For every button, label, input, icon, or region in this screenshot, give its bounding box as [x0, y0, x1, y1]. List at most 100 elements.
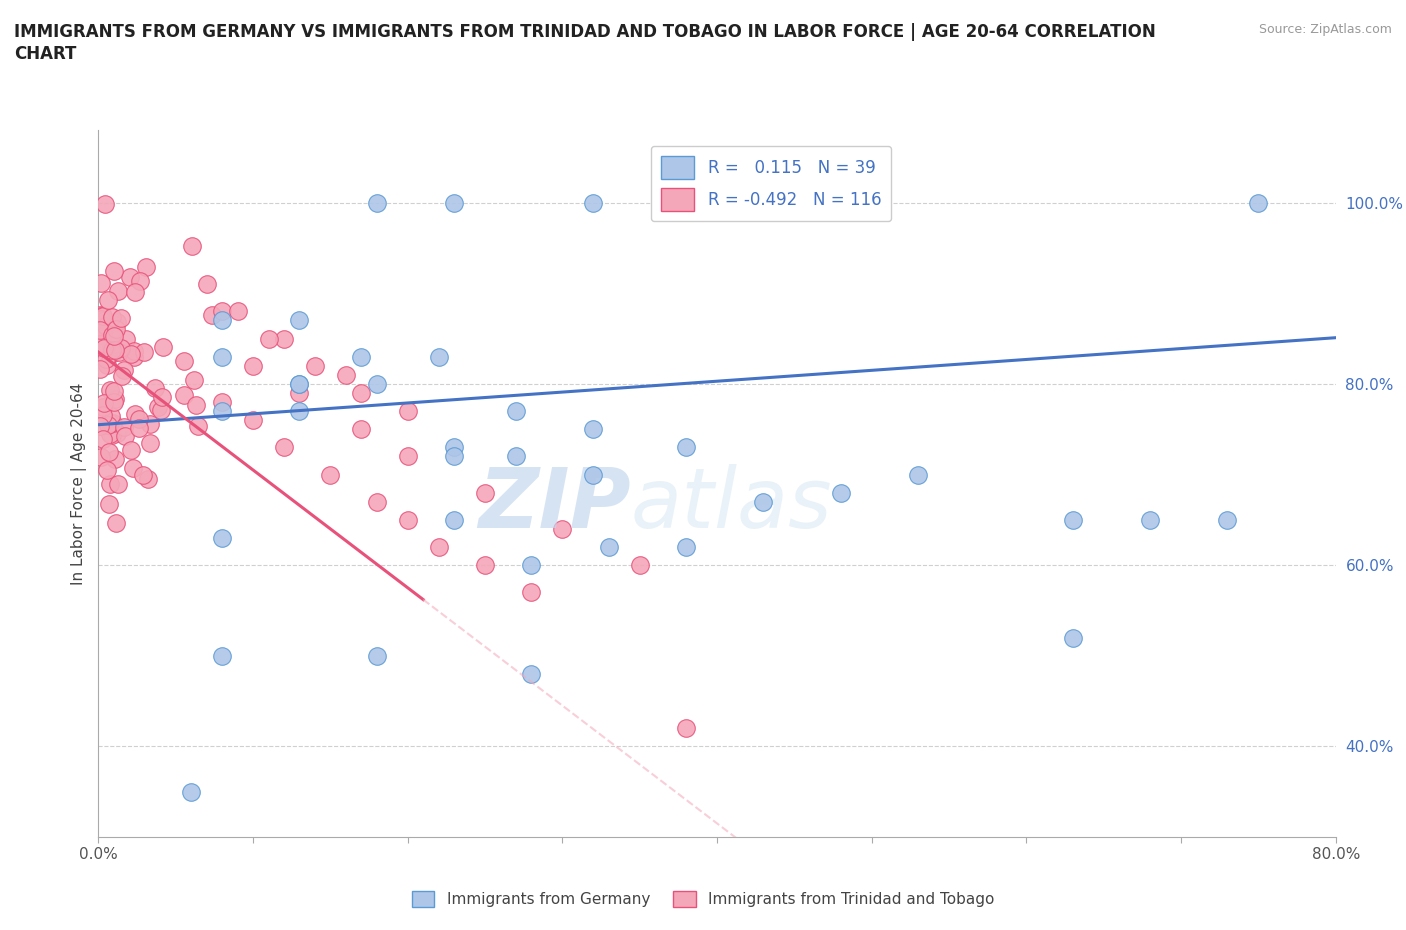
Point	[104, 452, 127, 467]
Point	[1062, 631, 1084, 645]
Point	[122, 460, 145, 475]
Point	[100, 339, 122, 353]
Point	[211, 304, 233, 319]
Text: IMMIGRANTS FROM GERMANY VS IMMIGRANTS FROM TRINIDAD AND TOBAGO IN LABOR FORCE | : IMMIGRANTS FROM GERMANY VS IMMIGRANTS FR…	[14, 23, 1156, 41]
Point	[101, 342, 124, 357]
Point	[211, 313, 233, 328]
Point	[124, 285, 146, 299]
Point	[124, 406, 146, 421]
Point	[97, 293, 120, 308]
Point	[93, 197, 115, 212]
Point	[128, 420, 150, 435]
Point	[173, 354, 195, 369]
Point	[98, 416, 121, 431]
Point	[180, 239, 202, 254]
Point	[211, 404, 233, 418]
Point	[93, 400, 115, 415]
Point	[675, 539, 697, 554]
Point	[98, 445, 121, 459]
Point	[582, 195, 605, 210]
Point	[350, 350, 373, 365]
Point	[104, 342, 127, 357]
Point	[350, 422, 373, 437]
Point	[211, 350, 233, 365]
Point	[183, 372, 205, 387]
Point	[582, 467, 605, 482]
Point	[104, 392, 127, 406]
Point	[90, 275, 112, 290]
Point	[101, 328, 124, 343]
Point	[138, 472, 160, 486]
Point	[304, 358, 326, 373]
Point	[319, 467, 342, 482]
Point	[242, 358, 264, 373]
Point	[173, 388, 195, 403]
Text: CHART: CHART	[14, 45, 76, 62]
Point	[112, 363, 135, 378]
Point	[288, 386, 311, 401]
Point	[335, 367, 357, 382]
Point	[551, 522, 574, 537]
Point	[108, 345, 131, 360]
Point	[97, 418, 120, 432]
Point	[350, 386, 373, 401]
Point	[105, 426, 128, 441]
Point	[97, 497, 120, 512]
Point	[396, 512, 419, 527]
Point	[111, 369, 134, 384]
Point	[211, 530, 233, 545]
Point	[96, 357, 118, 372]
Point	[505, 449, 527, 464]
Legend: R =   0.115   N = 39, R = -0.492   N = 116: R = 0.115 N = 39, R = -0.492 N = 116	[651, 146, 891, 221]
Point	[907, 467, 929, 482]
Point	[110, 311, 132, 325]
Point	[128, 273, 150, 288]
Point	[288, 313, 311, 328]
Point	[520, 667, 543, 682]
Point	[150, 390, 173, 405]
Point	[288, 377, 311, 392]
Point	[1216, 512, 1239, 527]
Point	[101, 346, 124, 361]
Point	[474, 485, 496, 500]
Point	[273, 331, 295, 346]
Point	[89, 308, 111, 323]
Point	[93, 327, 115, 342]
Point	[96, 352, 118, 366]
Point	[474, 558, 496, 573]
Point	[103, 394, 125, 409]
Point	[195, 277, 218, 292]
Point	[1247, 195, 1270, 210]
Point	[273, 440, 295, 455]
Point	[598, 539, 620, 554]
Point	[132, 468, 155, 483]
Point	[93, 395, 115, 410]
Point	[427, 539, 450, 554]
Point	[122, 350, 145, 365]
Point	[366, 494, 388, 509]
Point	[101, 310, 124, 325]
Point	[139, 436, 162, 451]
Point	[100, 408, 122, 423]
Point	[128, 411, 150, 426]
Point	[752, 494, 775, 509]
Point	[366, 195, 388, 210]
Point	[443, 449, 465, 464]
Point	[120, 443, 142, 458]
Point	[93, 309, 115, 324]
Point	[103, 264, 125, 279]
Point	[396, 449, 419, 464]
Point	[135, 259, 157, 274]
Point	[520, 558, 543, 573]
Point	[120, 347, 142, 362]
Point	[143, 380, 166, 395]
Point	[180, 784, 202, 799]
Point	[288, 404, 311, 418]
Point	[443, 512, 465, 527]
Point	[186, 397, 208, 412]
Point	[675, 721, 697, 736]
Point	[98, 383, 121, 398]
Point	[94, 319, 117, 334]
Point	[101, 427, 124, 442]
Point	[90, 309, 112, 324]
